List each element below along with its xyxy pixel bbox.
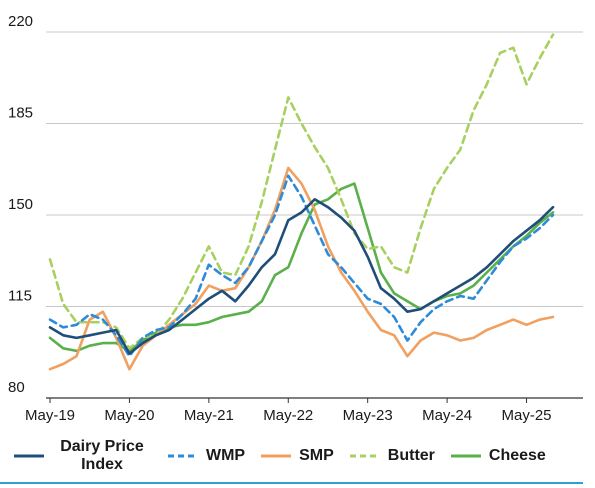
series-line-dairy-price-index [48, 198, 555, 355]
x-tick-label: May-19 [25, 407, 75, 424]
legend-item-dairy-price-index: Dairy Price Index [14, 438, 152, 474]
legend-label-butter: Butter [387, 447, 435, 464]
x-tick-label: May-23 [343, 407, 393, 424]
legend-swatch-wmp [168, 454, 198, 458]
x-tick-label: May-21 [184, 407, 234, 424]
y-tick-label: 220 [8, 13, 33, 30]
x-tick-label: May-22 [263, 407, 313, 424]
series-line-smp [48, 166, 555, 371]
legend-item-cheese: Cheese [450, 447, 546, 465]
y-tick-label: 185 [8, 105, 33, 122]
x-tick-label: May-25 [502, 407, 552, 424]
y-tick-label: 80 [8, 379, 25, 396]
line-chart: 80 115 150 185 220 May-19 May-20 May-21 May-22 Ma… [8, 13, 583, 424]
legend: Dairy Price Index WMP SMP Butter Cheese [14, 436, 574, 476]
x-tick-label: May-20 [104, 407, 154, 424]
legend-label-cheese: Cheese [488, 447, 546, 464]
legend-swatch-cheese [450, 454, 481, 458]
legend-item-wmp: WMP [168, 447, 245, 465]
series-line-butter [48, 33, 555, 350]
y-tick-label: 115 [8, 288, 32, 305]
legend-label-wmp: WMP [206, 447, 246, 464]
legend-item-butter: Butter [349, 447, 435, 465]
x-tick-label: May-24 [422, 407, 472, 424]
y-tick-label: 150 [8, 196, 33, 213]
legend-swatch-dairy-price-index [14, 454, 44, 458]
legend-label-smp: SMP [299, 447, 334, 464]
legend-item-smp: SMP [261, 447, 334, 465]
series-line-cheese [48, 182, 555, 353]
bottom-rule [0, 482, 583, 484]
legend-swatch-butter [349, 454, 380, 458]
legend-swatch-smp [261, 454, 292, 458]
series-line-wmp [48, 174, 555, 358]
legend-label-dairy-price-index: Dairy Price Index [60, 438, 144, 473]
